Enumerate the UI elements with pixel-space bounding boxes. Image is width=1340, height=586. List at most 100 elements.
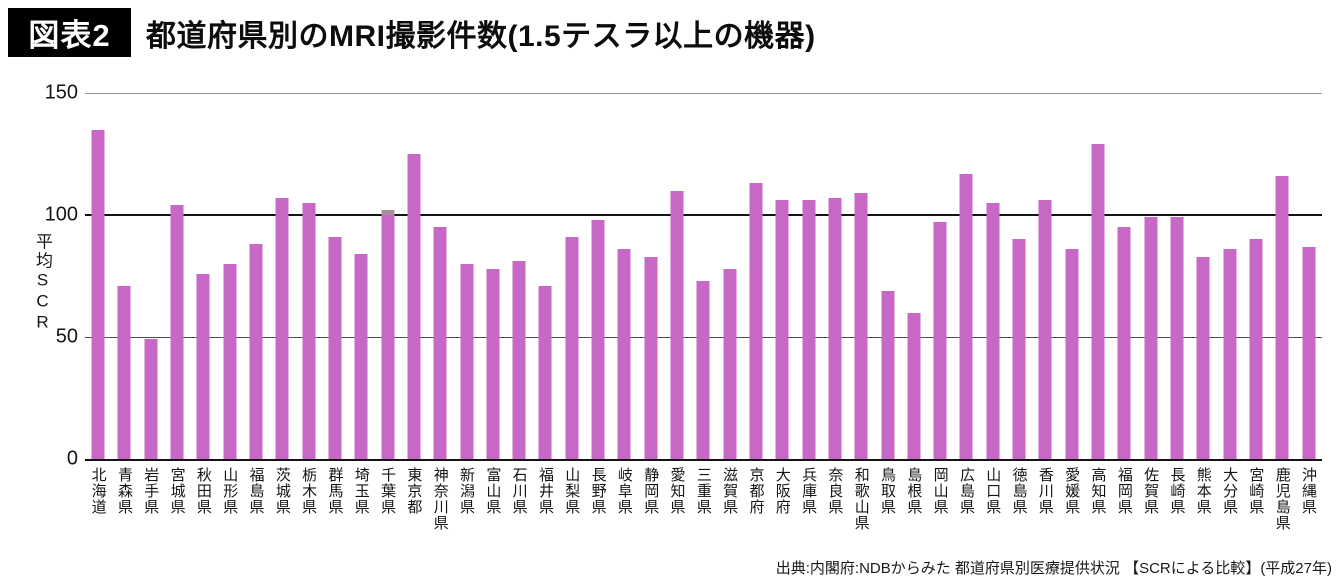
bar-福島県 <box>249 244 263 459</box>
y-tick-50: 50 <box>55 325 78 348</box>
bar-cell: 北海道 <box>85 93 111 515</box>
bar-秋田県 <box>196 273 210 459</box>
bar-京都府 <box>749 183 763 459</box>
bar-岐阜県 <box>617 249 631 459</box>
y-tick-0: 0 <box>66 447 78 470</box>
bar-福井県 <box>538 285 552 459</box>
x-axis-label: 秋田県 <box>194 467 212 515</box>
bar-埼玉県 <box>354 254 368 459</box>
x-axis-label: 岡山県 <box>931 467 949 515</box>
x-axis-label: 大阪府 <box>773 467 791 515</box>
x-axis-label: 佐賀県 <box>1142 467 1160 515</box>
bar-富山県 <box>486 268 500 459</box>
x-axis-label: 長崎県 <box>1168 467 1186 515</box>
bar-石川県 <box>512 261 526 459</box>
bar-千葉県 <box>381 210 395 459</box>
bar-cell: 岡山県 <box>927 93 953 515</box>
x-axis-label: 栃木県 <box>300 467 318 515</box>
x-axis-label: 山梨県 <box>563 467 581 515</box>
bar-cell: 島根県 <box>901 93 927 515</box>
x-axis-label: 石川県 <box>510 467 528 515</box>
figure-number-tag: 図表2 <box>8 8 131 57</box>
x-axis-label: 兵庫県 <box>800 467 818 515</box>
bar-cell: 愛知県 <box>664 93 690 515</box>
x-axis-label: 北海道 <box>89 467 107 515</box>
bar-cell: 山梨県 <box>559 93 585 515</box>
bar-滋賀県 <box>723 268 737 459</box>
bar-沖縄県 <box>1302 246 1316 459</box>
bar-cell: 群馬県 <box>322 93 348 515</box>
bar-cell: 石川県 <box>506 93 532 515</box>
bar-cell: 福島県 <box>243 93 269 515</box>
bar-熊本県 <box>1196 256 1210 459</box>
x-axis-label: 宮崎県 <box>1247 467 1265 515</box>
x-axis-label: 青森県 <box>115 467 133 515</box>
y-tick-100: 100 <box>44 203 78 226</box>
bar-cell: 岩手県 <box>138 93 164 515</box>
x-axis-label: 広島県 <box>957 467 975 515</box>
x-axis-label: 奈良県 <box>826 467 844 515</box>
x-axis-label: 島根県 <box>905 467 923 515</box>
bar-岩手県 <box>144 339 158 459</box>
x-axis-label: 神奈川県 <box>431 467 449 531</box>
x-axis-label: 埼玉県 <box>352 467 370 515</box>
bar-cell: 佐賀県 <box>1138 93 1164 515</box>
bar-島根県 <box>907 312 921 459</box>
x-axis-label: 富山県 <box>484 467 502 515</box>
bar-cell: 熊本県 <box>1190 93 1216 515</box>
bar-東京都 <box>407 154 421 459</box>
x-axis-label: 熊本県 <box>1194 467 1212 515</box>
bar-cell: 青森県 <box>111 93 137 515</box>
gridline-150 <box>85 93 1322 94</box>
bar-cell: 長野県 <box>585 93 611 515</box>
x-axis-label: 滋賀県 <box>721 467 739 515</box>
bar-cell: 滋賀県 <box>717 93 743 515</box>
bar-cell: 静岡県 <box>638 93 664 515</box>
reference-line-100 <box>85 214 1322 216</box>
x-axis-label: 和歌山県 <box>852 467 870 531</box>
bar-cell: 香川県 <box>1032 93 1058 515</box>
bar-宮崎県 <box>1249 239 1263 459</box>
bar-長崎県 <box>1170 217 1184 459</box>
x-axis-label: 京都府 <box>747 467 765 515</box>
bar-cell: 奈良県 <box>822 93 848 515</box>
x-axis-label: 福島県 <box>247 467 265 515</box>
x-axis-baseline <box>85 459 1322 461</box>
y-axis-title: 平均SCR <box>33 232 52 334</box>
bar-cell: 埼玉県 <box>348 93 374 515</box>
bar-cell: 山口県 <box>980 93 1006 515</box>
bar-大阪府 <box>775 200 789 459</box>
x-axis-label: 鹿児島県 <box>1273 467 1291 531</box>
bar-cell: 千葉県 <box>374 93 400 515</box>
x-axis-label: 山口県 <box>984 467 1002 515</box>
x-axis-label: 千葉県 <box>379 467 397 515</box>
bar-cell: 秋田県 <box>190 93 216 515</box>
x-axis-label: 群馬県 <box>326 467 344 515</box>
x-axis-label: 岩手県 <box>142 467 160 515</box>
bar-cell: 大阪府 <box>769 93 795 515</box>
bar-cell: 宮崎県 <box>1243 93 1269 515</box>
bar-cell: 宮城県 <box>164 93 190 515</box>
bar-長野県 <box>591 219 605 459</box>
bar-奈良県 <box>828 197 842 459</box>
bar-栃木県 <box>302 202 316 459</box>
x-axis-label: 愛媛県 <box>1063 467 1081 515</box>
bar-佐賀県 <box>1144 217 1158 459</box>
bar-cell: 和歌山県 <box>848 93 874 531</box>
bar-cell: 長崎県 <box>1164 93 1190 515</box>
bar-cell: 岐阜県 <box>611 93 637 515</box>
x-axis-label: 東京都 <box>405 467 423 515</box>
x-axis-label: 徳島県 <box>1010 467 1028 515</box>
x-axis-label: 三重県 <box>694 467 712 515</box>
bar-cell: 福岡県 <box>1111 93 1137 515</box>
x-axis-label: 新潟県 <box>458 467 476 515</box>
bar-北海道 <box>91 129 105 459</box>
bar-青森県 <box>117 285 131 459</box>
x-axis-label: 岐阜県 <box>615 467 633 515</box>
bar-cell: 茨城県 <box>269 93 295 515</box>
x-axis-label: 高知県 <box>1089 467 1107 515</box>
bar-cell: 神奈川県 <box>427 93 453 531</box>
bar-徳島県 <box>1012 239 1026 459</box>
x-axis-label: 福岡県 <box>1115 467 1133 515</box>
bar-cell: 広島県 <box>953 93 979 515</box>
